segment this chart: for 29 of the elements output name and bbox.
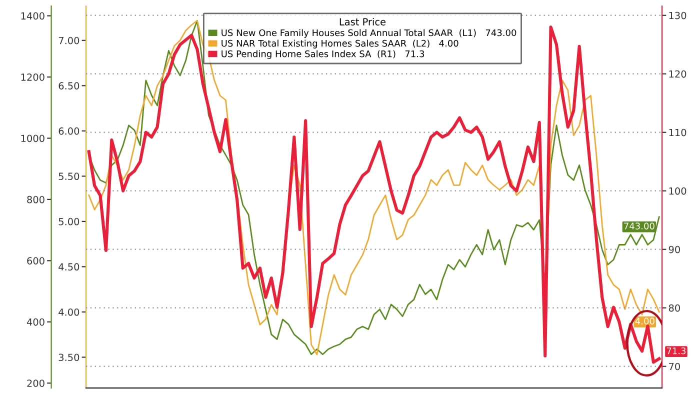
y-tick-label: 120 bbox=[669, 70, 686, 78]
data-label: 743.00 bbox=[624, 222, 654, 230]
y2-tick-label: 1200 bbox=[21, 73, 44, 81]
y3-tick-label: 3.50 bbox=[58, 354, 80, 362]
y2-tick-label: 1400 bbox=[21, 12, 44, 20]
y-tick-label: 100 bbox=[669, 187, 686, 195]
y-tick-label: 130 bbox=[669, 12, 686, 20]
y3-tick-label: 4.50 bbox=[58, 263, 80, 271]
y-tick-label: 110 bbox=[669, 128, 686, 136]
data-label: 71.3 bbox=[666, 347, 686, 354]
y3-tick-label: 6.00 bbox=[58, 127, 80, 135]
y2-tick-label: 1000 bbox=[21, 134, 44, 142]
y-tick-label: 70 bbox=[669, 362, 680, 370]
legend-label: US New One Family Houses Sold Annual Total SAAR (L1) 743.00 bbox=[222, 29, 516, 38]
y-tick-label: 80 bbox=[668, 304, 680, 312]
legend-title: Last Price bbox=[340, 18, 386, 26]
y3-tick-label: 5.00 bbox=[58, 218, 80, 226]
y3-tick-label: 6.50 bbox=[58, 82, 80, 90]
data-label: 4.00 bbox=[635, 318, 654, 325]
y3-tick-label: 4.00 bbox=[58, 308, 80, 316]
y3-tick-label: 7.00 bbox=[58, 36, 80, 44]
legend-label: US NAR Total Existing Homes Sales SAAR (L2) 4.00 bbox=[222, 40, 458, 48]
y2-tick-label: 600 bbox=[27, 257, 44, 264]
y2-tick-label: 400 bbox=[26, 318, 44, 326]
y3-tick-label: 5.50 bbox=[58, 172, 80, 180]
legend-label: US Pending Home Sales Index SA (R1) 71.3 bbox=[222, 50, 424, 59]
y-tick-label: 90 bbox=[668, 246, 680, 254]
y2-tick-label: 800 bbox=[27, 196, 44, 204]
y2-tick-label: 200 bbox=[27, 380, 44, 387]
